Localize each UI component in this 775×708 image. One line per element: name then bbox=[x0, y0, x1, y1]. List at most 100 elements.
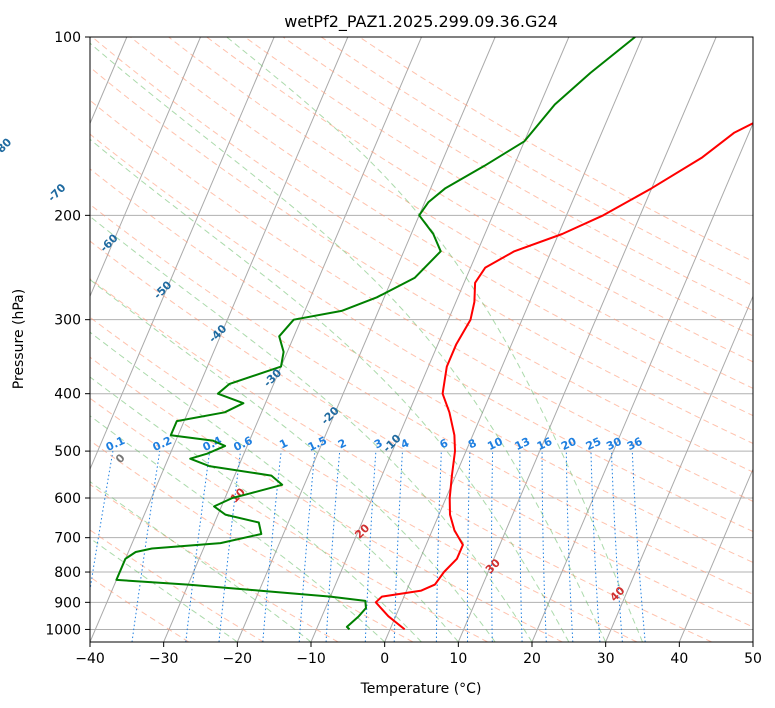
dry-adiabat-line bbox=[90, 66, 753, 473]
isotherm-label: -50 bbox=[151, 278, 174, 301]
temperature-profile bbox=[374, 122, 753, 631]
moist-adiabat-line bbox=[90, 215, 533, 642]
dewpoint-profile bbox=[115, 37, 636, 631]
mixing-ratio-line bbox=[90, 451, 114, 594]
mixing-ratio-label: 20 bbox=[559, 435, 579, 453]
mixing-ratio-label: 13 bbox=[513, 435, 532, 453]
moist-adiabat-line bbox=[90, 331, 459, 642]
x-axis-label: Temperature (°C) bbox=[360, 681, 482, 697]
isotherm-label: -20 bbox=[319, 404, 342, 427]
isotherm-line bbox=[678, 467, 753, 642]
y-tick-label: 200 bbox=[54, 208, 81, 224]
dry-adiabat-line bbox=[91, 37, 753, 444]
y-tick-label: 100 bbox=[54, 30, 81, 46]
x-tick-label: 40 bbox=[670, 651, 688, 667]
axes: −40 −30 −20 −10 0 10 20 30 40 5010020030040050060… bbox=[45, 30, 762, 667]
mixing-ratio-line bbox=[631, 451, 646, 642]
x-tick-label: 50 bbox=[744, 651, 762, 667]
moist-adiabat-line bbox=[226, 37, 643, 642]
dry-adiabat-line bbox=[282, 37, 753, 312]
moist-adiabat-line bbox=[90, 415, 386, 642]
dry-adiabat-line bbox=[90, 529, 264, 642]
mixing-ratio-label: 2 bbox=[336, 436, 348, 451]
dry-adiabat-line bbox=[359, 37, 753, 262]
mixing-ratio-label: 8 bbox=[466, 436, 478, 451]
x-tick-label: −40 bbox=[75, 651, 105, 667]
mixing-ratio-label: 30 bbox=[604, 435, 624, 453]
mixing-ratio-label: 6 bbox=[438, 436, 451, 451]
moist-adiabat-line bbox=[90, 42, 607, 642]
mixing-ratio-line bbox=[565, 451, 574, 642]
mixing-ratio-label: 16 bbox=[535, 435, 555, 453]
x-tick-label: 0 bbox=[380, 651, 389, 667]
isotherm-label: -40 bbox=[206, 322, 229, 345]
isotherm-line bbox=[384, 37, 643, 642]
dry-adiabat-line bbox=[90, 576, 190, 642]
isotherm-line bbox=[90, 37, 201, 298]
isotherm-line bbox=[236, 37, 496, 642]
theta-label: 0 bbox=[113, 451, 128, 466]
x-tick-label: −10 bbox=[296, 651, 326, 667]
moist-adiabat-line bbox=[90, 481, 312, 642]
dry-adiabat-line bbox=[168, 37, 753, 389]
isopleth-labels: 0.10.20.40.611.52346810131620253036-100-… bbox=[0, 135, 645, 604]
y-tick-label: 300 bbox=[54, 313, 81, 329]
isotherm-line bbox=[457, 37, 717, 642]
y-tick-label: 800 bbox=[54, 565, 81, 581]
mixing-ratio-label: 1 bbox=[277, 436, 289, 451]
dry-adiabat-line bbox=[90, 483, 339, 642]
dry-adiabat-line bbox=[90, 316, 638, 642]
mixing-ratio-line bbox=[490, 451, 494, 642]
x-tick-label: −30 bbox=[149, 651, 179, 667]
dry-adiabat-line bbox=[90, 240, 753, 628]
moist-adiabat-line bbox=[90, 537, 238, 642]
isotherm-label: -80 bbox=[0, 135, 15, 158]
mixing-ratio-line bbox=[185, 451, 211, 642]
chart-title: wetPf2_PAZ1.2025.299.09.36.G24 bbox=[284, 12, 558, 32]
y-tick-label: 500 bbox=[54, 444, 81, 460]
isotherm-line bbox=[90, 37, 275, 471]
y-tick-label: 600 bbox=[54, 491, 81, 507]
plot-frame bbox=[89, 36, 754, 643]
dry-adiabat-line bbox=[90, 356, 563, 642]
mixing-ratio-line bbox=[218, 451, 241, 642]
isotherm-line bbox=[752, 640, 753, 642]
mixing-ratio-line bbox=[519, 451, 523, 642]
mixing-ratio-line bbox=[298, 451, 316, 642]
dry-adiabat-line bbox=[90, 99, 753, 502]
y-tick-label: 700 bbox=[54, 531, 81, 547]
x-tick-label: −20 bbox=[223, 651, 253, 667]
background-lines bbox=[90, 37, 753, 642]
y-tick-label: 900 bbox=[54, 595, 81, 611]
dry-adiabat-line bbox=[206, 37, 753, 363]
moist-adiabat-line bbox=[90, 138, 570, 642]
isotherm-line bbox=[531, 122, 753, 642]
moist-adiabat-line bbox=[90, 279, 496, 642]
mixing-ratio-line bbox=[131, 451, 161, 642]
x-tick-label: 10 bbox=[449, 651, 467, 667]
isotherm-line bbox=[90, 37, 349, 642]
isotherm-line bbox=[605, 295, 753, 642]
dry-adiabat-line bbox=[90, 168, 753, 563]
mixing-ratio-line bbox=[435, 451, 442, 642]
profile-lines bbox=[115, 37, 753, 631]
x-tick-label: 20 bbox=[523, 651, 541, 667]
mixing-ratio-label: 36 bbox=[625, 435, 645, 453]
dry-adiabat-line bbox=[90, 440, 414, 642]
x-tick-label: 30 bbox=[597, 651, 615, 667]
y-axis-label: Pressure (hPa) bbox=[11, 289, 27, 389]
dry-adiabat-line bbox=[130, 37, 753, 417]
mixing-ratio-label: 10 bbox=[485, 435, 505, 453]
mixing-ratio-line bbox=[611, 451, 623, 642]
dry-adiabat-line bbox=[244, 37, 753, 337]
y-tick-label: 400 bbox=[54, 387, 81, 403]
y-tick-label: 1000 bbox=[45, 622, 81, 638]
dry-adiabat-line bbox=[90, 133, 753, 533]
dry-adiabat-line bbox=[90, 397, 488, 642]
isotherm-line bbox=[163, 37, 422, 642]
isotherm-label: -60 bbox=[97, 231, 120, 254]
theta-label: 40 bbox=[607, 584, 627, 604]
mixing-ratio-label: 25 bbox=[584, 435, 603, 453]
isotherm-label: -70 bbox=[45, 181, 68, 204]
